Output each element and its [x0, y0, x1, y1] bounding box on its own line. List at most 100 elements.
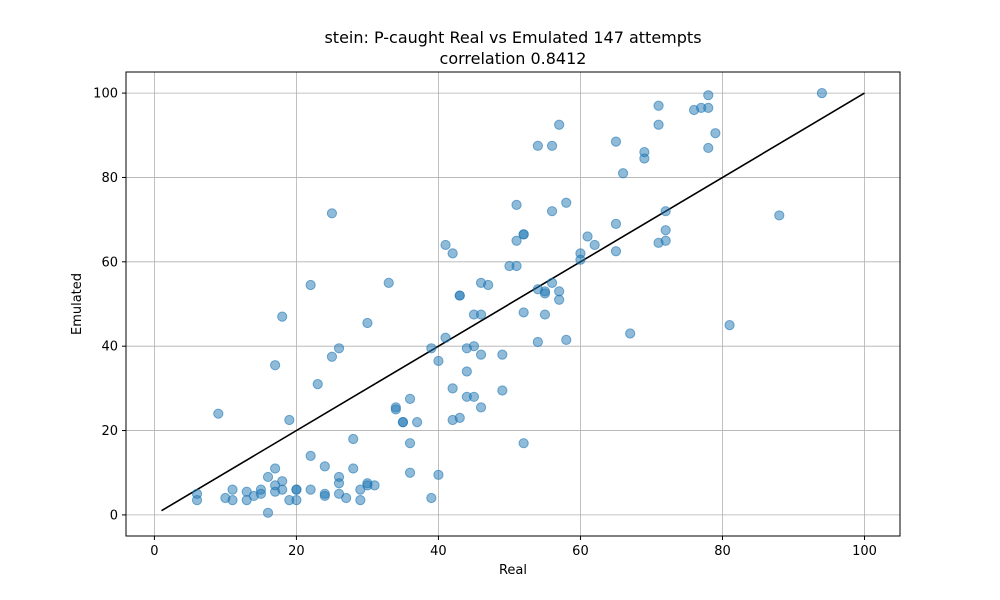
data-point — [625, 328, 636, 339]
data-point — [262, 507, 274, 518]
data-point — [816, 87, 827, 99]
chart-title-line-1: stein: P-caught Real vs Emulated 147 att… — [324, 28, 701, 47]
data-point — [326, 351, 338, 362]
data-point — [703, 102, 714, 113]
y-axis-label: Emulated — [70, 273, 85, 335]
data-point — [546, 140, 558, 151]
data-point — [277, 311, 288, 322]
data-point — [319, 461, 330, 472]
y-tick-label: 60 — [101, 255, 118, 270]
data-point — [483, 279, 494, 291]
data-point — [703, 90, 714, 101]
y-tick-label: 40 — [101, 340, 118, 355]
data-point — [639, 153, 650, 164]
grid-lines — [126, 72, 900, 536]
data-point — [468, 391, 480, 402]
data-point — [447, 383, 458, 394]
data-point — [518, 307, 529, 318]
data-point — [468, 341, 480, 352]
data-point — [412, 417, 423, 428]
data-point — [610, 246, 622, 257]
data-point — [426, 343, 437, 354]
data-point — [277, 484, 288, 495]
data-point — [554, 286, 565, 297]
y-tick-label: 20 — [101, 424, 118, 439]
y-tick-label: 0 — [110, 508, 118, 523]
data-point — [404, 393, 416, 405]
data-point — [270, 360, 281, 371]
data-point — [518, 229, 529, 240]
data-point — [703, 142, 714, 154]
data-point — [660, 206, 671, 217]
data-point — [475, 402, 487, 413]
data-point — [539, 288, 551, 299]
data-point — [561, 197, 572, 208]
data-point — [575, 254, 586, 265]
data-point — [362, 317, 373, 329]
data-point — [660, 235, 671, 246]
data-point — [653, 100, 664, 111]
data-points-group — [191, 87, 827, 518]
data-point — [454, 290, 465, 301]
y-tick-label: 80 — [101, 171, 118, 186]
x-tick-label: 80 — [714, 544, 731, 559]
data-point — [404, 438, 416, 449]
data-point — [348, 433, 359, 445]
data-point — [554, 294, 565, 305]
data-point — [546, 277, 558, 289]
data-point — [433, 355, 444, 367]
data-point — [617, 168, 629, 179]
data-point — [255, 488, 267, 499]
data-point — [404, 467, 416, 478]
data-point — [390, 404, 401, 415]
data-point — [461, 366, 472, 377]
data-point — [213, 408, 224, 419]
x-tick-label: 20 — [288, 544, 305, 559]
data-point — [582, 231, 593, 242]
data-point — [341, 492, 352, 504]
data-point — [270, 463, 281, 474]
data-point — [546, 206, 558, 217]
x-axis-label: Real — [499, 563, 527, 578]
data-point — [305, 450, 316, 461]
data-point — [589, 239, 600, 251]
data-point — [447, 248, 458, 259]
data-point — [333, 478, 345, 489]
data-point — [348, 463, 359, 474]
data-point — [277, 476, 288, 487]
data-point — [333, 343, 345, 354]
data-point — [610, 218, 622, 229]
data-point — [291, 495, 302, 506]
data-point — [262, 471, 274, 483]
data-point — [326, 208, 338, 219]
reference-line — [161, 92, 865, 512]
data-point — [383, 277, 394, 289]
data-point — [511, 235, 522, 246]
plot-frame — [125, 71, 901, 537]
data-point — [440, 239, 451, 251]
data-point — [475, 309, 487, 320]
data-point — [561, 334, 572, 345]
data-point — [532, 336, 543, 348]
data-point — [369, 480, 380, 491]
y-tick-label: 100 — [93, 87, 118, 102]
data-point — [433, 469, 444, 480]
data-point — [191, 495, 203, 506]
x-tick-label: 60 — [572, 544, 589, 559]
data-point — [312, 379, 323, 390]
data-point — [319, 490, 330, 502]
data-point — [610, 136, 622, 147]
data-point — [554, 119, 565, 130]
data-point — [227, 495, 238, 506]
data-point — [518, 438, 529, 449]
data-point — [284, 414, 295, 426]
data-point — [291, 484, 302, 495]
data-point — [497, 385, 508, 396]
data-point — [440, 332, 451, 343]
data-point — [511, 260, 522, 272]
data-point — [774, 210, 785, 221]
axis-ticks: 0 20 40 60 80 100 0 20 40 60 80 100 — [93, 87, 877, 559]
reference-line-group — [161, 92, 865, 512]
data-point — [227, 484, 238, 495]
